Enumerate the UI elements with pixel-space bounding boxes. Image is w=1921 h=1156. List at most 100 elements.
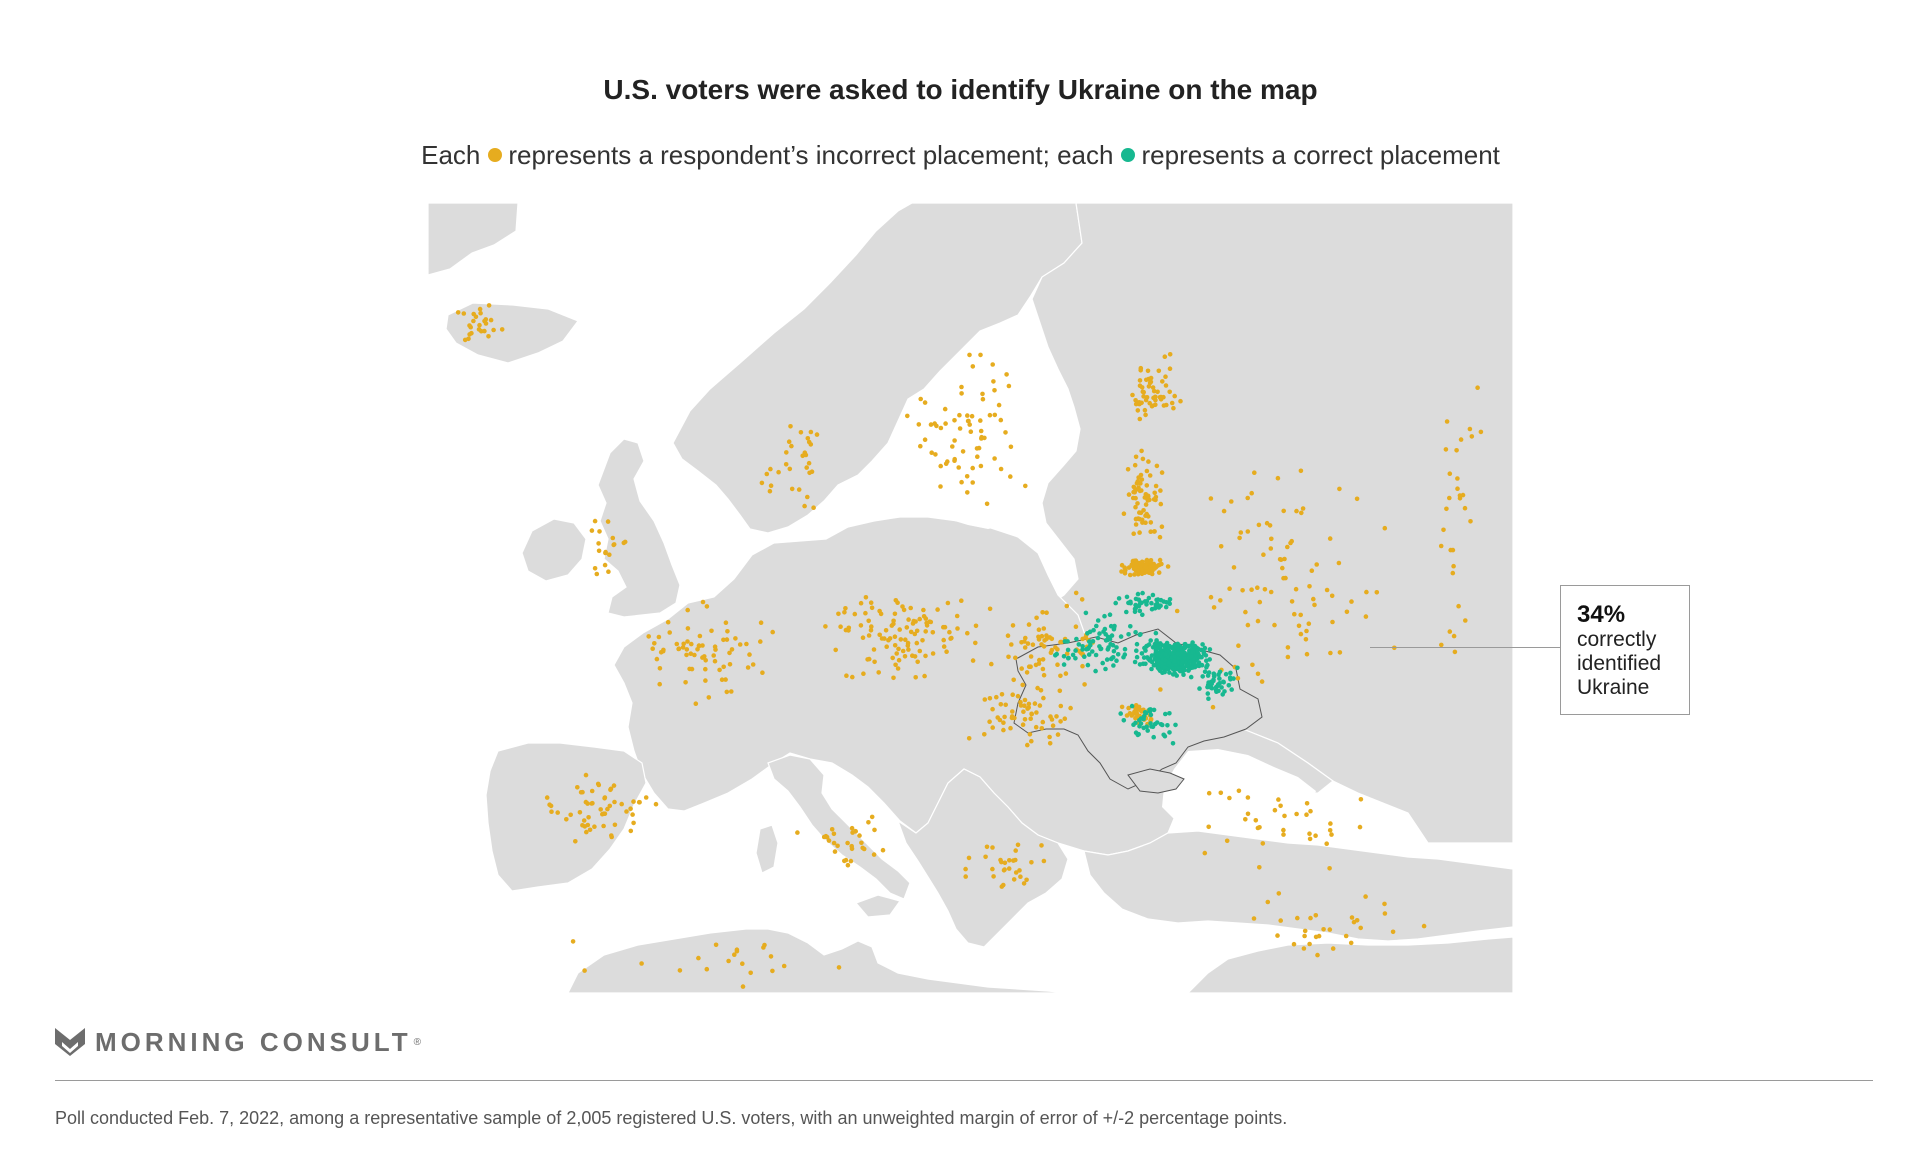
incorrect-dot [798, 430, 804, 435]
incorrect-dot [592, 566, 598, 571]
incorrect-dot [845, 862, 851, 868]
incorrect-dot [1159, 561, 1164, 567]
incorrect-dot [1004, 372, 1009, 377]
incorrect-dot [1140, 520, 1145, 525]
incorrect-dot [872, 827, 877, 833]
incorrect-dot [814, 432, 820, 437]
incorrect-dot [1304, 651, 1310, 657]
incorrect-dot [589, 528, 595, 533]
incorrect-dot [587, 827, 593, 833]
incorrect-dot [583, 799, 589, 805]
correct-dot [1082, 654, 1087, 659]
incorrect-dot [1364, 589, 1369, 595]
incorrect-dot [732, 952, 737, 957]
correct-dot [1116, 596, 1122, 601]
incorrect-dot [1029, 711, 1034, 717]
incorrect-dot [1229, 499, 1234, 504]
incorrect-dot [858, 600, 864, 606]
incorrect-dot [950, 444, 955, 449]
legend-text-correct: represents a correct placement [1141, 140, 1500, 170]
correct-dot [1102, 626, 1108, 632]
incorrect-dot [1006, 866, 1012, 871]
incorrect-dot [861, 846, 867, 852]
incorrect-dot [1206, 790, 1212, 796]
incorrect-dot [1304, 801, 1310, 806]
incorrect-dot [991, 874, 996, 879]
incorrect-dot [653, 801, 659, 807]
chart-title: U.S. voters were asked to identify Ukrai… [603, 74, 1318, 105]
correct-dot [1141, 725, 1146, 731]
correct-dot [1158, 597, 1164, 603]
land-greenland [428, 203, 519, 276]
incorrect-dot [759, 480, 765, 486]
correct-dot [1220, 692, 1225, 697]
incorrect-dot [1063, 671, 1069, 676]
incorrect-dot [729, 647, 735, 652]
incorrect-dot [1351, 919, 1357, 925]
incorrect-dot [1253, 818, 1259, 823]
incorrect-dot [1236, 788, 1242, 794]
incorrect-dot [1259, 679, 1265, 684]
incorrect-dot [1008, 444, 1014, 450]
incorrect-dot [592, 824, 597, 829]
incorrect-dot [892, 643, 898, 648]
incorrect-dot [1022, 697, 1028, 703]
incorrect-dot [990, 706, 995, 712]
correct-dot [1228, 670, 1233, 676]
incorrect-dot [942, 624, 948, 630]
incorrect-dot [488, 317, 494, 323]
incorrect-dot [831, 831, 837, 837]
incorrect-dot [1026, 701, 1032, 707]
correct-dot [1098, 646, 1103, 652]
incorrect-dot [733, 636, 738, 641]
morning-consult-chevron-icon [55, 1028, 85, 1056]
incorrect-dot [970, 364, 976, 369]
incorrect-dot [1467, 426, 1473, 432]
incorrect-dot [998, 466, 1004, 472]
incorrect-dot [1080, 663, 1085, 669]
incorrect-dot [1133, 504, 1138, 510]
incorrect-dot [1327, 536, 1333, 541]
incorrect-dot [998, 702, 1004, 707]
incorrect-dot [1374, 590, 1380, 595]
incorrect-dot [877, 608, 882, 614]
incorrect-dot [823, 624, 828, 629]
incorrect-dot [1039, 726, 1045, 731]
incorrect-dot [607, 552, 612, 557]
incorrect-dot [1314, 562, 1319, 567]
incorrect-dot [890, 655, 895, 661]
incorrect-dot [1028, 654, 1034, 659]
correct-dot [1202, 645, 1208, 651]
correct-dot [1093, 652, 1099, 658]
incorrect-dot [477, 306, 483, 312]
incorrect-dot [906, 617, 911, 622]
correct-dot [1080, 647, 1085, 652]
incorrect-dot [1163, 374, 1168, 379]
correct-dot [1132, 659, 1138, 665]
incorrect-dot [1144, 468, 1150, 474]
incorrect-dot [1022, 717, 1028, 722]
incorrect-dot [860, 635, 866, 640]
incorrect-dot [1174, 608, 1180, 614]
correct-dot [1124, 609, 1129, 615]
incorrect-dot [1454, 448, 1459, 453]
incorrect-dot [1250, 662, 1255, 668]
incorrect-dot [601, 811, 606, 816]
incorrect-dot [1040, 719, 1046, 725]
incorrect-dot [1329, 593, 1335, 599]
incorrect-dot [1235, 676, 1241, 681]
incorrect-dot [826, 838, 832, 843]
incorrect-dot [1439, 642, 1444, 648]
incorrect-dot [721, 637, 726, 643]
correct-dot [1195, 648, 1200, 654]
incorrect-dot [1282, 556, 1287, 562]
correct-dot [1095, 635, 1101, 641]
incorrect-dot [1469, 434, 1475, 439]
incorrect-dot [578, 790, 584, 795]
correct-dot [1104, 657, 1110, 662]
incorrect-dot [1298, 468, 1304, 474]
incorrect-dot [898, 637, 904, 642]
incorrect-dot [575, 785, 580, 790]
incorrect-dot [1281, 827, 1286, 833]
incorrect-dot [842, 610, 847, 615]
